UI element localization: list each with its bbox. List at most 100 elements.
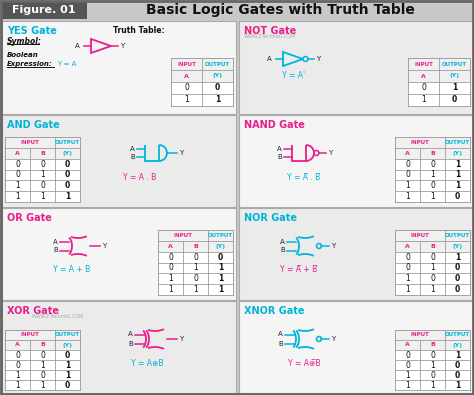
Text: (Y): (Y) [63, 151, 73, 156]
Text: INPUT: INPUT [414, 62, 433, 66]
Text: OUTPUT: OUTPUT [208, 233, 233, 238]
Text: 1: 1 [430, 285, 435, 294]
Text: OUTPUT: OUTPUT [442, 62, 467, 66]
Text: OUTPUT: OUTPUT [55, 333, 80, 337]
Text: INPUT: INPUT [410, 233, 429, 238]
Text: 1: 1 [40, 192, 45, 201]
Text: 1: 1 [455, 160, 460, 169]
Text: 0: 0 [405, 160, 410, 169]
FancyBboxPatch shape [158, 263, 183, 273]
FancyBboxPatch shape [171, 70, 202, 82]
FancyBboxPatch shape [183, 241, 208, 252]
FancyBboxPatch shape [445, 370, 470, 380]
Text: A: A [405, 342, 410, 348]
FancyBboxPatch shape [208, 230, 233, 241]
FancyBboxPatch shape [2, 208, 236, 300]
Text: Symbol:: Symbol: [7, 36, 42, 45]
Text: A: A [421, 73, 426, 79]
Text: 0: 0 [65, 181, 70, 190]
FancyBboxPatch shape [30, 169, 55, 181]
Text: B: B [430, 342, 435, 348]
FancyBboxPatch shape [445, 330, 470, 340]
FancyBboxPatch shape [55, 380, 80, 390]
FancyBboxPatch shape [158, 230, 233, 295]
FancyBboxPatch shape [5, 137, 55, 148]
FancyBboxPatch shape [30, 340, 55, 350]
FancyBboxPatch shape [420, 181, 445, 191]
Text: 1: 1 [455, 252, 460, 261]
Text: 1: 1 [455, 380, 460, 389]
Text: 0: 0 [430, 160, 435, 169]
Text: 0: 0 [455, 274, 460, 283]
FancyBboxPatch shape [395, 252, 420, 263]
Text: Y: Y [328, 150, 332, 156]
Text: 0: 0 [430, 274, 435, 283]
Text: WWW.ETechnoG.COM: WWW.ETechnoG.COM [244, 34, 296, 38]
Text: 1: 1 [405, 285, 410, 294]
FancyBboxPatch shape [55, 137, 80, 148]
Text: XNOR Gate: XNOR Gate [244, 306, 304, 316]
Text: OUTPUT: OUTPUT [445, 140, 470, 145]
Text: WWW.ETechnoG.COM: WWW.ETechnoG.COM [32, 314, 84, 318]
Text: Y = A + B: Y = A + B [54, 265, 91, 275]
FancyBboxPatch shape [171, 94, 202, 106]
Text: 0: 0 [455, 285, 460, 294]
FancyBboxPatch shape [183, 263, 208, 273]
Text: 1: 1 [430, 170, 435, 179]
Text: (Y): (Y) [453, 342, 463, 348]
FancyBboxPatch shape [445, 241, 470, 252]
FancyBboxPatch shape [408, 58, 470, 106]
Text: NAND Gate: NAND Gate [244, 120, 305, 130]
FancyBboxPatch shape [395, 284, 420, 295]
FancyBboxPatch shape [445, 181, 470, 191]
FancyBboxPatch shape [5, 360, 30, 370]
FancyBboxPatch shape [55, 159, 80, 169]
Text: XOR Gate: XOR Gate [7, 306, 59, 316]
Text: B: B [278, 340, 283, 346]
Text: 1: 1 [421, 96, 426, 105]
Text: A: A [75, 43, 80, 49]
Text: 1: 1 [455, 170, 460, 179]
FancyBboxPatch shape [5, 330, 55, 340]
FancyBboxPatch shape [5, 350, 30, 360]
FancyBboxPatch shape [202, 58, 233, 70]
FancyBboxPatch shape [171, 58, 233, 106]
Text: INPUT: INPUT [173, 233, 192, 238]
Text: INPUT: INPUT [410, 333, 429, 337]
FancyBboxPatch shape [183, 273, 208, 284]
FancyBboxPatch shape [420, 360, 445, 370]
FancyBboxPatch shape [208, 284, 233, 295]
FancyBboxPatch shape [439, 94, 470, 106]
FancyBboxPatch shape [395, 273, 420, 284]
Text: Y = A': Y = A' [283, 71, 306, 81]
FancyBboxPatch shape [420, 148, 445, 159]
FancyBboxPatch shape [445, 191, 470, 202]
Text: 0: 0 [193, 274, 198, 283]
FancyBboxPatch shape [445, 137, 470, 148]
Text: (Y): (Y) [216, 244, 226, 249]
Text: 1: 1 [430, 192, 435, 201]
FancyBboxPatch shape [445, 360, 470, 370]
FancyBboxPatch shape [158, 241, 183, 252]
Text: 1: 1 [184, 96, 189, 105]
FancyBboxPatch shape [395, 263, 420, 273]
Text: 0: 0 [405, 361, 410, 369]
FancyBboxPatch shape [55, 340, 80, 350]
FancyBboxPatch shape [5, 380, 30, 390]
Text: Y: Y [102, 243, 106, 249]
FancyBboxPatch shape [439, 58, 470, 70]
FancyBboxPatch shape [395, 360, 420, 370]
Text: B: B [40, 342, 45, 348]
Text: 1: 1 [405, 380, 410, 389]
Text: Y: Y [179, 150, 183, 156]
FancyBboxPatch shape [158, 230, 208, 241]
Text: A: A [280, 239, 285, 245]
FancyBboxPatch shape [239, 208, 473, 300]
Text: 1: 1 [455, 350, 460, 359]
Text: 0: 0 [65, 350, 70, 359]
FancyBboxPatch shape [395, 137, 445, 148]
FancyBboxPatch shape [30, 350, 55, 360]
Text: Figure. 01: Figure. 01 [12, 5, 76, 15]
FancyBboxPatch shape [55, 330, 80, 340]
Text: 1: 1 [193, 263, 198, 273]
